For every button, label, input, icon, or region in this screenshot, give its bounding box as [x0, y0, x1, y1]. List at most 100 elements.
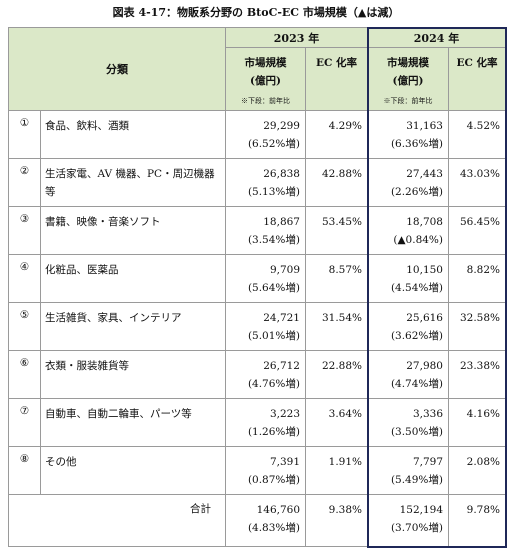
market-size: 23.38%	[449, 357, 500, 375]
value-cell: 23.38%	[449, 351, 506, 399]
size-label: 市場規模	[368, 54, 448, 72]
row-number: ⑤	[9, 303, 41, 351]
value-cell: 25,616(3.62%増)	[368, 303, 449, 351]
value-cell: 56.45%	[449, 207, 506, 255]
market-size: 43.03%	[449, 165, 500, 183]
yoy: (3.50%増)	[368, 423, 443, 441]
market-size: 18,708	[368, 213, 443, 231]
market-size: 27,980	[368, 357, 443, 375]
category-name: 生活家電、AV 機器、PC・周辺機器等	[41, 159, 226, 207]
value-cell: 8.82%	[449, 255, 506, 303]
value-cell: 146,760(4.83%増)	[226, 495, 306, 547]
value-cell: 3,223(1.26%増)	[226, 399, 306, 447]
value-cell: 18,867(3.54%増)	[226, 207, 306, 255]
market-size: 4.29%	[306, 117, 362, 135]
market-size: 4.16%	[449, 405, 500, 423]
market-size: 4.52%	[449, 117, 500, 135]
category-name: 自動車、自動二輪車、パーツ等	[41, 399, 226, 447]
size-unit: (億円)	[226, 72, 305, 90]
value-cell: 10,150(4.54%増)	[368, 255, 449, 303]
value-cell: 4.29%	[306, 111, 368, 159]
yoy: (3.70%増)	[368, 519, 443, 537]
value-cell: 8.57%	[306, 255, 368, 303]
value-cell: 9,709(5.64%増)	[226, 255, 306, 303]
market-size: 152,194	[368, 501, 443, 519]
market-size: 29,299	[226, 117, 300, 135]
year-header: 2023 年	[226, 28, 368, 48]
category-name: 化粧品、医薬品	[41, 255, 226, 303]
yoy: (5.49%増)	[368, 471, 443, 489]
row-number: ②	[9, 159, 41, 207]
page: {"header": {"title": "図表 4-17：物販系分野の Bto…	[0, 0, 512, 501]
market-size: 9.38%	[306, 501, 362, 519]
yoy: (4.76%増)	[226, 375, 300, 393]
value-cell: 2.08%	[449, 447, 506, 495]
yoy: (5.01%増)	[226, 327, 300, 345]
category-name: 生活雑貨、家具、インテリア	[41, 303, 226, 351]
yoy: (5.13%増)	[226, 183, 300, 201]
category-name: 書籍、映像・音楽ソフト	[41, 207, 226, 255]
value-cell: 32.58%	[449, 303, 506, 351]
market-size: 22.88%	[306, 357, 362, 375]
row-number: ⑦	[9, 399, 41, 447]
market-size: 32.58%	[449, 309, 500, 327]
market-size: 26,712	[226, 357, 300, 375]
value-cell: 4.16%	[449, 399, 506, 447]
market-size: 7,391	[226, 453, 300, 471]
value-cell: 9.38%	[306, 495, 368, 547]
row-number: ⑥	[9, 351, 41, 399]
market-size: 9,709	[226, 261, 300, 279]
row-number: ⑧	[9, 447, 41, 495]
value-cell: 3.64%	[306, 399, 368, 447]
market-size: 53.45%	[306, 213, 362, 231]
market-size: 3,223	[226, 405, 300, 423]
value-cell: 152,194(3.70%増)	[368, 495, 449, 547]
value-cell: 22.88%	[306, 351, 368, 399]
market-size: 7,797	[368, 453, 443, 471]
value-cell: 7,797(5.49%増)	[368, 447, 449, 495]
market-size: 31,163	[368, 117, 443, 135]
value-cell: 4.52%	[449, 111, 506, 159]
market-size: 18,867	[226, 213, 300, 231]
yoy: (6.36%増)	[368, 135, 443, 153]
value-cell: 42.88%	[306, 159, 368, 207]
yoy: (4.74%増)	[368, 375, 443, 393]
value-cell: 7,391(0.87%増)	[226, 447, 306, 495]
yoy: (4.54%増)	[368, 279, 443, 297]
category-header: 分類	[9, 28, 226, 111]
yoy: (▲0.84%)	[368, 231, 443, 249]
row-number: ③	[9, 207, 41, 255]
value-cell: 1.91%	[306, 447, 368, 495]
yoy: (4.83%増)	[226, 519, 300, 537]
value-cell: 29,299(6.52%増)	[226, 111, 306, 159]
market-size: 56.45%	[449, 213, 500, 231]
market-size: 3.64%	[306, 405, 362, 423]
market-size: 1.91%	[306, 453, 362, 471]
market-size: 24,721	[226, 309, 300, 327]
yoy: (1.26%増)	[226, 423, 300, 441]
category-name: 食品、飲料、酒類	[41, 111, 226, 159]
market-size: 25,616	[368, 309, 443, 327]
value-cell: 53.45%	[306, 207, 368, 255]
yoy: (6.52%増)	[226, 135, 300, 153]
size-header: 市場規模(億円)※下段：前年比	[368, 48, 449, 111]
row-number: ①	[9, 111, 41, 159]
market-size: 8.57%	[306, 261, 362, 279]
market-size: 8.82%	[449, 261, 500, 279]
market-size: 10,150	[368, 261, 443, 279]
ec-header: EC 化率	[306, 48, 368, 111]
category-name: その他	[41, 447, 226, 495]
ec-label: EC 化率	[449, 48, 505, 72]
value-cell: 26,838(5.13%増)	[226, 159, 306, 207]
market-size: 42.88%	[306, 165, 362, 183]
